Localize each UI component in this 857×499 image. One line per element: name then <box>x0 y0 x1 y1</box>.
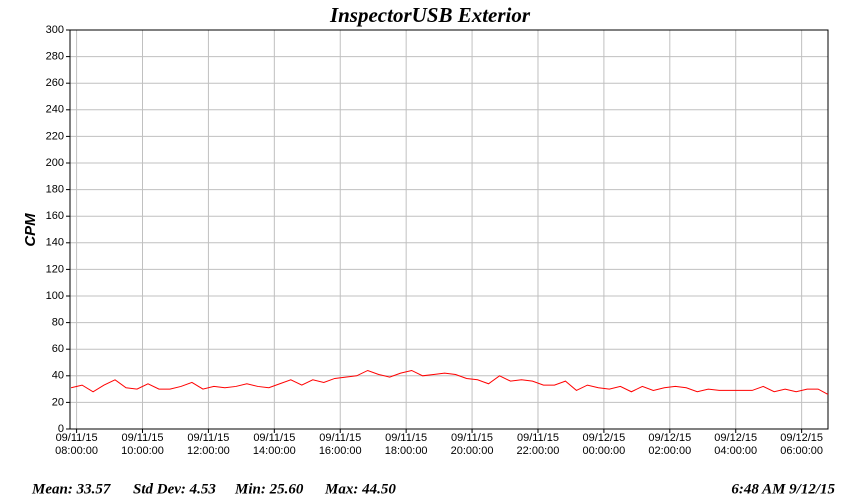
data-line <box>70 369 829 395</box>
std-dev: Std Dev: 4.53 <box>133 481 216 497</box>
chart-title: InspectorUSB Exterior <box>329 3 531 27</box>
y-tick-label: 80 <box>52 317 64 329</box>
x-tick-label: 09/12/15 06:00:00 <box>780 432 824 457</box>
x-tick-label: 09/12/15 04:00:00 <box>714 432 758 457</box>
x-tick-label: 09/11/15 20:00:00 <box>450 432 494 457</box>
y-tick-label: 120 <box>46 263 64 275</box>
y-tick-label: 240 <box>46 104 64 116</box>
x-tick-label: 09/11/15 10:00:00 <box>121 432 164 457</box>
x-tick-label: 09/12/15 02:00:00 <box>648 432 692 457</box>
min: Min: 25.60 <box>234 481 304 497</box>
y-tick-label: 300 <box>46 24 64 36</box>
x-tick-label: 09/11/15 12:00:00 <box>186 432 230 457</box>
y-tick-label: 280 <box>46 51 64 63</box>
x-tick-label: 09/11/15 16:00:00 <box>318 432 362 457</box>
x-tick-label: 09/11/15 08:00:00 <box>55 432 98 457</box>
y-axis-label: CPM <box>22 213 39 247</box>
y-tick-label: 220 <box>46 130 64 142</box>
y-tick-label: 260 <box>46 77 64 89</box>
y-tick-label: 200 <box>46 157 64 169</box>
y-tick-label: 180 <box>46 184 64 196</box>
y-tick-label: 0 <box>58 423 64 435</box>
plot-frame <box>69 29 829 430</box>
mean: Mean: 33.57 <box>31 481 111 497</box>
y-tick-label: 100 <box>46 290 64 302</box>
y-tick-label: 20 <box>52 396 64 408</box>
timestamp: 6:48 AM 9/12/15 <box>731 481 835 497</box>
y-tick-label: 160 <box>46 210 64 222</box>
y-tick-label: 140 <box>46 237 64 249</box>
x-tick-label: 09/11/15 22:00:00 <box>516 432 560 457</box>
y-tick-label: 40 <box>52 370 64 382</box>
x-tick-label: 09/11/15 14:00:00 <box>252 432 296 457</box>
x-tick-label: 09/11/15 18:00:00 <box>384 432 428 457</box>
x-tick-label: 09/12/15 00:00:00 <box>582 432 626 457</box>
y-tick-label: 60 <box>52 343 64 355</box>
max: Max: 44.50 <box>324 481 396 497</box>
